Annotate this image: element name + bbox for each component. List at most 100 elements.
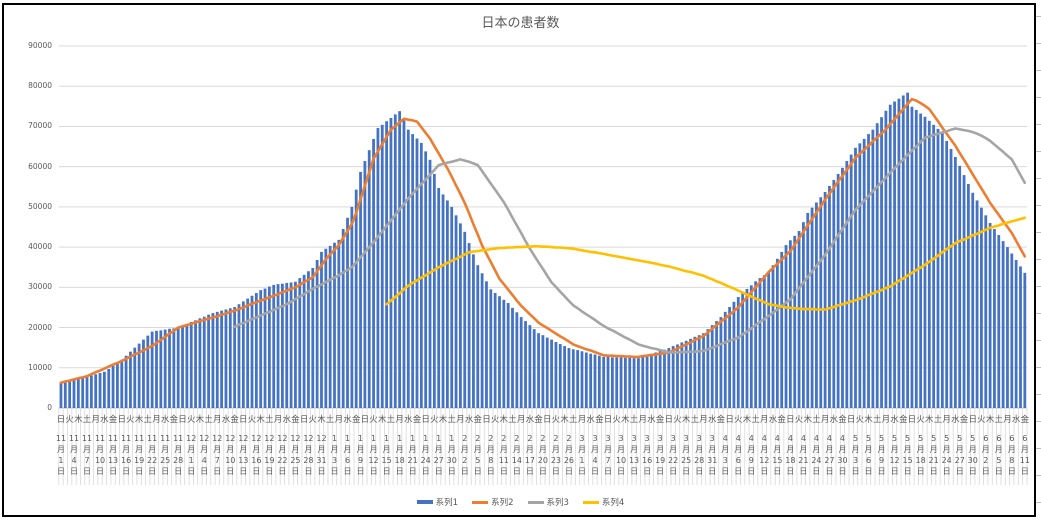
bar	[741, 292, 745, 408]
bar	[485, 281, 488, 408]
weekday-tick-label: 金	[595, 415, 604, 425]
bar	[215, 311, 219, 408]
bar	[897, 98, 901, 409]
weekday-tick-label: 木	[925, 415, 934, 425]
bar	[98, 373, 102, 408]
weekday-tick-label: 水	[525, 415, 535, 425]
bar	[224, 309, 228, 408]
weekday-tick-label: 月	[516, 415, 526, 425]
bar	[710, 325, 714, 408]
bar	[107, 368, 111, 408]
weekday-tick-label: 金	[838, 415, 847, 425]
bar	[133, 347, 137, 408]
bar	[272, 284, 276, 408]
bar	[975, 200, 979, 408]
chart-area-border[interactable]	[2, 3, 1036, 517]
bar	[237, 304, 241, 408]
weekday-tick-label: 日	[664, 415, 674, 425]
bar	[124, 355, 128, 408]
date-tick-label: 2月20日	[537, 434, 548, 476]
weekday-tick-label: 火	[855, 415, 865, 425]
date-tick-label: 6月5日	[994, 434, 1003, 476]
row-divider	[1036, 70, 1041, 71]
bar	[966, 183, 970, 408]
weekday-tick-label: 土	[447, 415, 456, 425]
weekday-tick-label: 金	[777, 415, 786, 425]
date-tick-label: 4月3日	[721, 434, 730, 476]
bar	[923, 116, 927, 409]
bar	[884, 110, 888, 408]
bar	[901, 95, 905, 409]
date-tick-label: 11月22日	[147, 434, 158, 476]
row-divider	[1036, 421, 1041, 422]
row-divider	[1036, 394, 1041, 395]
bar	[771, 265, 775, 408]
bar	[615, 357, 619, 408]
bar	[85, 376, 89, 408]
weekday-tick-label: 木	[195, 415, 205, 425]
bar	[385, 121, 388, 409]
bar	[680, 342, 684, 408]
weekday-tick-label: 土	[386, 415, 396, 425]
date-tick-label: 4月9日	[747, 434, 756, 476]
chart-title: 日本の患者数	[481, 16, 560, 31]
weekday-tick-label: 火	[247, 415, 257, 425]
weekday-tick-label: 日	[299, 415, 309, 425]
legend-swatch	[582, 500, 599, 504]
bar	[89, 375, 93, 408]
date-tick-label: 1月15日	[381, 434, 392, 476]
weekday-tick-label: 金	[412, 415, 422, 425]
bar	[68, 380, 72, 408]
date-tick-label: 4月15日	[772, 434, 783, 476]
date-tick-label: 1月6日	[343, 434, 352, 476]
bar	[506, 303, 510, 408]
y-tick-label: 50000	[28, 201, 52, 211]
bar	[854, 147, 857, 409]
weekday-tick-label: 火	[308, 415, 318, 425]
weekday-tick-label: 土	[508, 415, 517, 425]
legend-label: 系列3	[546, 498, 569, 508]
date-tick-label: 12月4日	[199, 434, 210, 476]
date-tick-label: 11月28日	[173, 434, 184, 476]
bar	[172, 328, 176, 408]
bar	[241, 301, 245, 408]
bar	[459, 223, 462, 408]
row-divider	[1036, 340, 1041, 341]
legend-item[interactable]: 系列3	[527, 496, 569, 508]
bar	[311, 268, 315, 408]
row-divider	[1036, 205, 1041, 206]
bar	[220, 310, 224, 408]
row-divider	[1036, 502, 1041, 503]
weekday-tick-label: 土	[265, 415, 274, 425]
bar	[363, 161, 367, 408]
bar	[862, 138, 866, 408]
weekday-tick-label: 火	[794, 415, 804, 425]
bar	[554, 342, 558, 408]
weekday-tick-label: 金	[1020, 415, 1030, 425]
bar	[320, 251, 323, 408]
date-tick-label: 1月9日	[356, 434, 365, 476]
bar	[302, 274, 306, 408]
bar	[176, 327, 180, 408]
weekday-tick-label: 日	[846, 415, 856, 425]
legend-item[interactable]: 系列2	[472, 496, 514, 508]
weekday-tick-label: 土	[204, 415, 213, 425]
legend-item[interactable]: 系列1	[416, 496, 458, 508]
bar	[116, 362, 119, 408]
weekday-tick-label: 月	[273, 415, 283, 425]
date-tick-label: 5月18日	[915, 434, 926, 476]
legend-item[interactable]: 系列4	[582, 496, 624, 508]
weekday-tick-label: 土	[143, 415, 153, 425]
bar	[593, 354, 597, 408]
weekday-tick-label: 水	[343, 415, 352, 425]
bar	[142, 339, 145, 408]
bar	[137, 343, 141, 408]
weekday-tick-label: 月	[699, 415, 708, 425]
bar	[341, 229, 345, 408]
weekday-tick-label: 水	[586, 415, 595, 425]
bar	[697, 335, 701, 408]
weekday-tick-label: 水	[100, 415, 109, 425]
date-tick-label: 3月31日	[707, 434, 718, 476]
bar	[445, 200, 449, 408]
bar	[628, 357, 632, 408]
